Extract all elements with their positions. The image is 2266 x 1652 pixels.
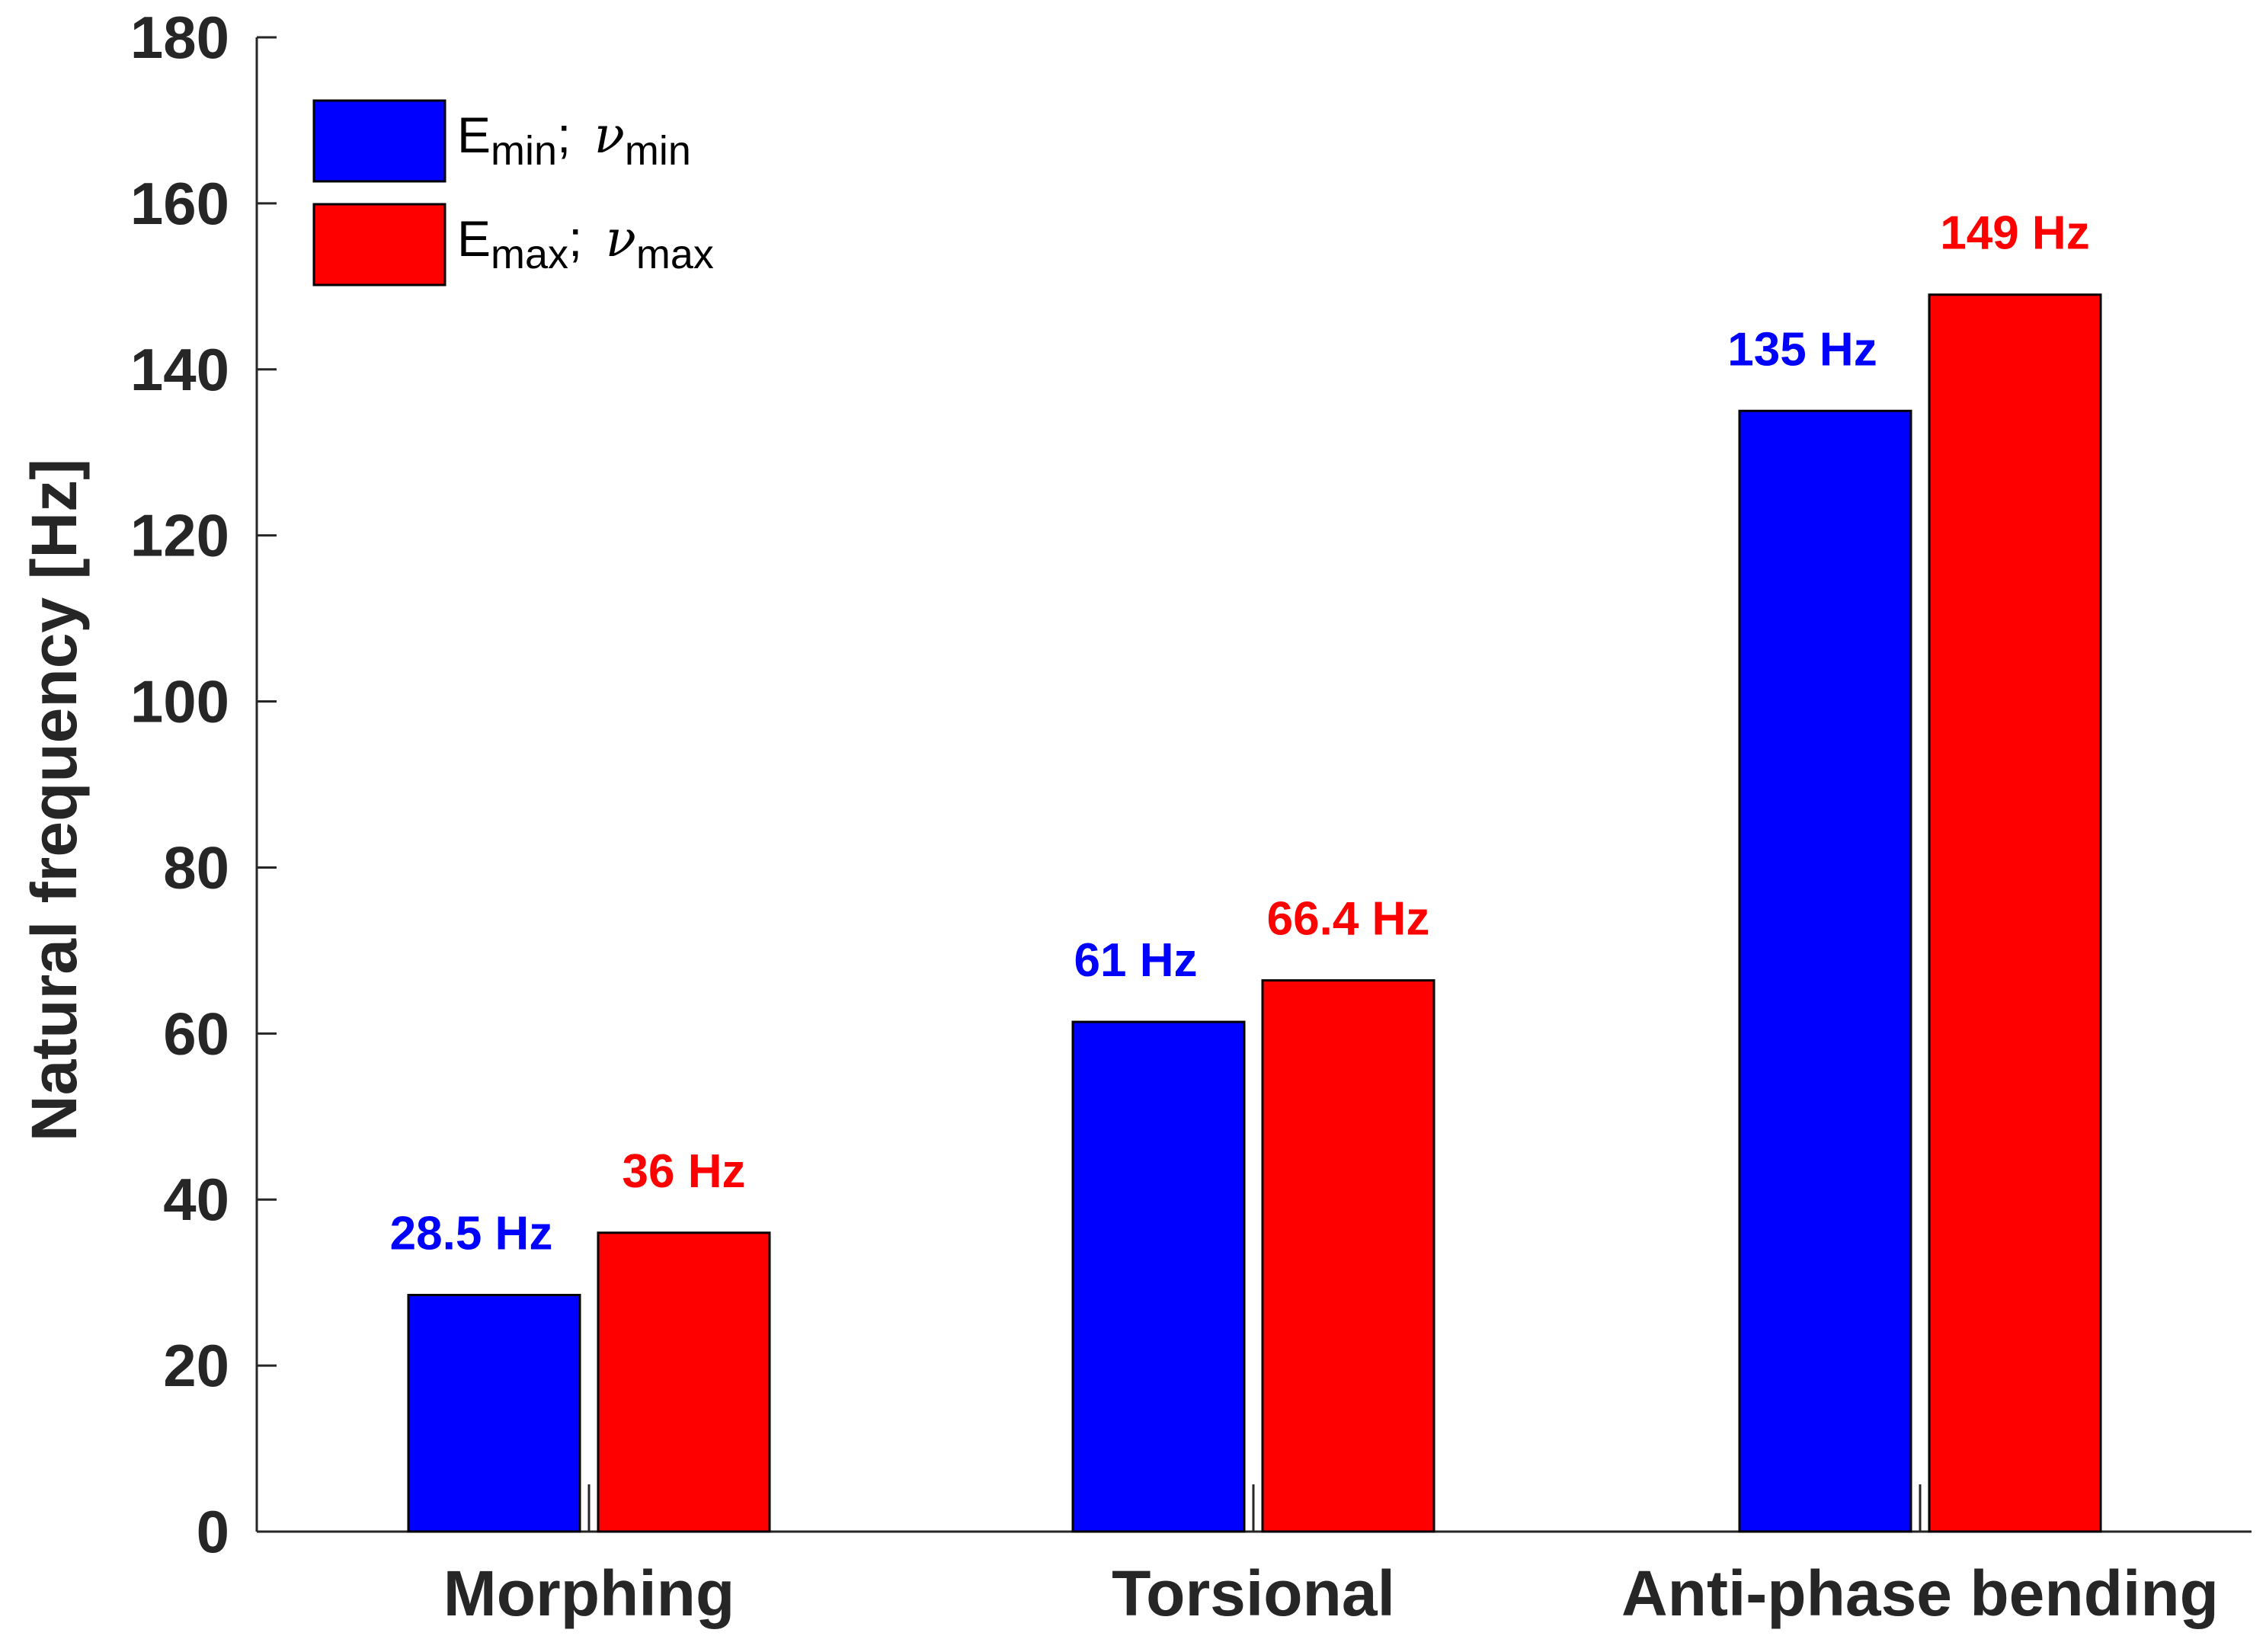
legend-swatch-min	[312, 99, 446, 183]
y-tick-label: 60	[163, 1000, 229, 1067]
y-axis-title: Natural frequency [Hz]	[18, 459, 90, 1141]
legend-swatch-max	[312, 203, 446, 287]
x-category-label: Anti-phase bending	[1621, 1558, 2219, 1629]
legend: Emin; νmin Emax; νmax	[312, 99, 714, 287]
y-tick-label: 40	[163, 1166, 229, 1233]
bar-min	[1738, 409, 1912, 1533]
data-label-min: 28.5 Hz	[390, 1208, 553, 1260]
y-tick-label: 180	[130, 4, 229, 71]
bars	[407, 293, 2102, 1533]
y-tick-label: 120	[130, 502, 229, 569]
data-label-max: 149 Hz	[1940, 207, 2089, 260]
legend-label-max: Emax; νmax	[457, 210, 714, 277]
data-labels: 28.5 Hz 36 Hz 61 Hz 66.4 Hz 135 Hz 149 Hz	[390, 207, 2090, 1260]
bar-max	[1261, 979, 1435, 1533]
data-label-min: 135 Hz	[1727, 323, 1877, 376]
y-tick-label: 100	[130, 668, 229, 735]
bar-max	[1928, 293, 2102, 1533]
bar-min	[407, 1294, 581, 1533]
y-tick-label: 140	[130, 336, 229, 403]
y-tick-label: 0	[197, 1498, 229, 1565]
legend-label-min: Emin; νmin	[457, 106, 691, 174]
x-category-label: Morphing	[443, 1558, 735, 1629]
data-label-min: 61 Hz	[1074, 934, 1198, 987]
data-label-max: 36 Hz	[623, 1145, 746, 1198]
y-tick-label: 80	[163, 834, 229, 901]
bar-min	[1071, 1020, 1246, 1533]
y-tick-label: 20	[163, 1332, 229, 1399]
axes: 0 20 40 60 80 100 120 140 160 180 Morphing Torsiona…	[130, 4, 2252, 1629]
bar-max	[597, 1231, 771, 1533]
y-tick-label: 160	[130, 170, 229, 237]
data-label-max: 66.4 Hz	[1267, 893, 1430, 946]
x-category-label: Torsional	[1112, 1558, 1395, 1629]
